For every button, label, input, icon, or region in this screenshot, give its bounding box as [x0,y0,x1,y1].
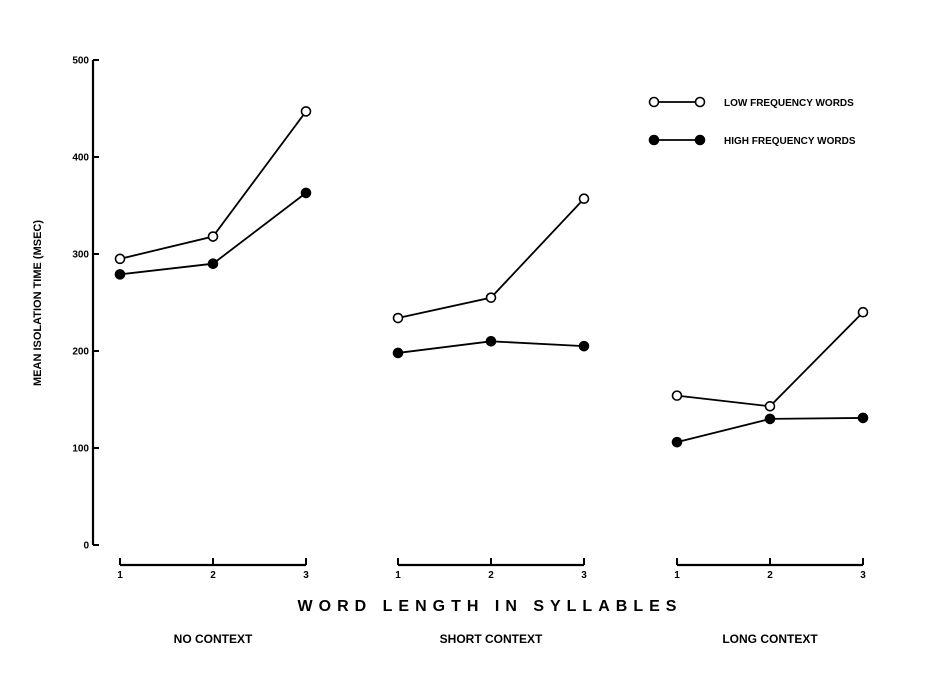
legend-item: LOW FREQUENCY WORDS [648,96,854,109]
low-frequency-point [857,306,869,318]
low-frequency-point [300,106,312,117]
x-tick-label: 1 [674,570,680,581]
high-frequency-point [485,335,497,347]
panel-2: 1 2 3 SHORT CONTEXT [392,193,590,646]
y-tick-label: 300 [72,250,89,261]
low-frequency-point [485,292,497,303]
y-tick-label: 400 [72,153,89,164]
x-tick-label: 2 [210,570,216,581]
x-tick-label: 3 [860,570,866,581]
x-tick-label: 2 [767,570,773,581]
y-axis: 0 100 200 300 400 500 [72,56,99,552]
y-tick-label: 500 [72,56,89,67]
y-tick-label: 200 [72,347,89,358]
high-frequency-point [392,347,404,359]
y-tick-label: 0 [83,541,89,552]
legend-label: HIGH FREQUENCY WORDS [724,136,856,147]
legend-item: HIGH FREQUENCY WORDS [648,134,856,147]
x-tick-label: 2 [488,570,494,581]
legend: LOW FREQUENCY WORDS HIGH FREQUENCY WORDS [648,96,856,147]
low-frequency-line [676,311,864,408]
panel-1: 1 2 3 NO CONTEXT [114,106,312,646]
low-frequency-point [207,231,219,242]
high-frequency-point [300,187,312,199]
high-frequency-point [114,269,126,280]
x-axis-title: WORD LENGTH IN SYLLABLES [298,598,683,615]
high-frequency-point [764,413,776,425]
panel-3: 1 2 3 LONG CONTEXT [671,306,869,646]
high-frequency-point [671,436,683,448]
y-axis-title: MEAN ISOLATION TIME (MSEC) [32,220,44,386]
legend-marker [648,134,660,146]
panels: 1 2 3 NO CONTEXT 1 2 3 SHORT CONTEXT 1 2 3 LONG CON… [114,106,869,646]
high-frequency-point [207,258,219,270]
panel-label: LONG CONTEXT [722,632,818,646]
low-frequency-point [671,390,683,401]
x-tick-label: 1 [117,570,123,581]
legend-marker [694,96,706,108]
panel-label: NO CONTEXT [174,632,253,646]
legend-marker [694,134,706,146]
low-frequency-point [114,253,126,265]
x-tick-label: 1 [395,570,401,581]
legend-marker [648,96,660,108]
high-frequency-point [857,412,869,424]
low-frequency-point [764,400,776,412]
y-tick-label: 100 [72,444,89,455]
x-tick-label: 3 [303,570,309,581]
low-frequency-point [578,193,590,205]
low-frequency-point [392,312,404,324]
panel-label: SHORT CONTEXT [440,632,543,646]
high-frequency-point [578,340,590,352]
x-tick-label: 3 [581,570,587,581]
legend-label: LOW FREQUENCY WORDS [724,98,854,109]
